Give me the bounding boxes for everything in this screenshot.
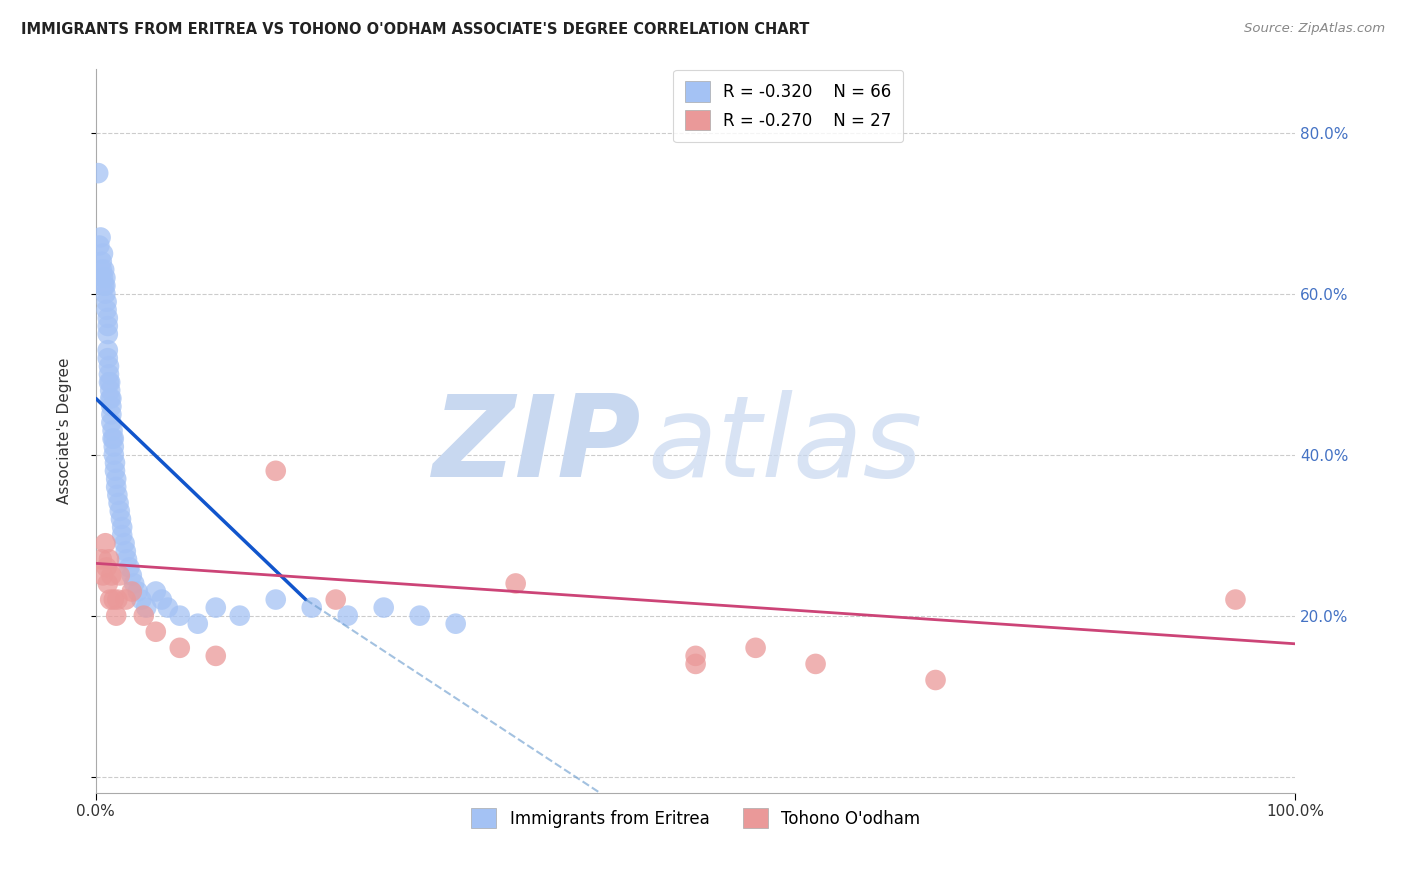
Point [97, 576, 120, 591]
Point [100, 416, 122, 430]
Point [444, 616, 467, 631]
Point [204, 648, 226, 663]
Point [100, 400, 122, 414]
Point [111, 528, 134, 542]
Point [505, 576, 527, 591]
Point [121, 568, 143, 582]
Point [373, 600, 395, 615]
Point [94, 278, 117, 293]
Point [91, 270, 114, 285]
Point [156, 600, 179, 615]
Point [100, 408, 122, 422]
Point [114, 592, 136, 607]
Point [325, 592, 347, 607]
Point [96, 294, 118, 309]
Point [121, 584, 143, 599]
Point [103, 592, 125, 607]
Point [105, 472, 128, 486]
Point [98, 392, 121, 406]
Point [104, 464, 127, 478]
Point [204, 600, 226, 615]
Point [98, 592, 121, 607]
Point [108, 568, 131, 582]
Point [90, 552, 112, 566]
Point [96, 560, 118, 574]
Point [409, 608, 432, 623]
Point [924, 673, 946, 687]
Point [97, 343, 120, 358]
Point [90, 254, 112, 268]
Point [145, 624, 167, 639]
Point [97, 326, 120, 341]
Point [96, 302, 118, 317]
Point [744, 640, 766, 655]
Point [135, 600, 157, 615]
Point [169, 640, 191, 655]
Point [685, 657, 707, 671]
Point [98, 368, 121, 382]
Point [229, 608, 252, 623]
Point [90, 262, 112, 277]
Point [97, 310, 120, 325]
Point [127, 584, 149, 599]
Point [94, 536, 117, 550]
Point [115, 552, 138, 566]
Point [187, 616, 209, 631]
Point [804, 657, 827, 671]
Text: Source: ZipAtlas.com: Source: ZipAtlas.com [1244, 22, 1385, 36]
Y-axis label: Associate's Degree: Associate's Degree [58, 358, 72, 504]
Point [93, 262, 115, 277]
Point [169, 608, 191, 623]
Point [100, 568, 122, 582]
Point [91, 246, 114, 260]
Text: IMMIGRANTS FROM ERITREA VS TOHONO O'ODHAM ASSOCIATE'S DEGREE CORRELATION CHART: IMMIGRANTS FROM ERITREA VS TOHONO O'ODHA… [21, 22, 810, 37]
Point [104, 456, 127, 470]
Point [150, 592, 173, 607]
Point [132, 608, 155, 623]
Point [103, 432, 125, 446]
Point [114, 544, 136, 558]
Point [98, 359, 121, 374]
Point [1225, 592, 1247, 607]
Point [91, 568, 114, 582]
Point [97, 318, 120, 333]
Point [94, 286, 117, 301]
Point [114, 536, 136, 550]
Point [105, 592, 128, 607]
Point [93, 278, 115, 293]
Point [336, 608, 359, 623]
Point [105, 480, 128, 494]
Point [145, 584, 167, 599]
Point [101, 424, 124, 438]
Point [118, 560, 141, 574]
Point [98, 376, 121, 390]
Point [122, 576, 145, 591]
Point [98, 376, 121, 390]
Point [101, 432, 124, 446]
Point [87, 166, 110, 180]
Point [94, 270, 117, 285]
Point [90, 230, 112, 244]
Point [98, 552, 121, 566]
Point [103, 448, 125, 462]
Point [105, 488, 128, 502]
Point [264, 464, 287, 478]
Point [110, 512, 132, 526]
Point [97, 351, 120, 366]
Point [264, 592, 287, 607]
Point [111, 520, 134, 534]
Point [685, 648, 707, 663]
Legend: Immigrants from Eritrea, Tohono O'odham: Immigrants from Eritrea, Tohono O'odham [464, 801, 927, 835]
Point [103, 440, 125, 454]
Point [108, 504, 131, 518]
Point [131, 592, 153, 607]
Point [98, 384, 121, 398]
Point [107, 496, 129, 510]
Text: atlas: atlas [648, 390, 922, 500]
Point [301, 600, 323, 615]
Point [89, 238, 111, 252]
Point [105, 608, 128, 623]
Point [100, 392, 122, 406]
Text: ZIP: ZIP [433, 390, 641, 500]
